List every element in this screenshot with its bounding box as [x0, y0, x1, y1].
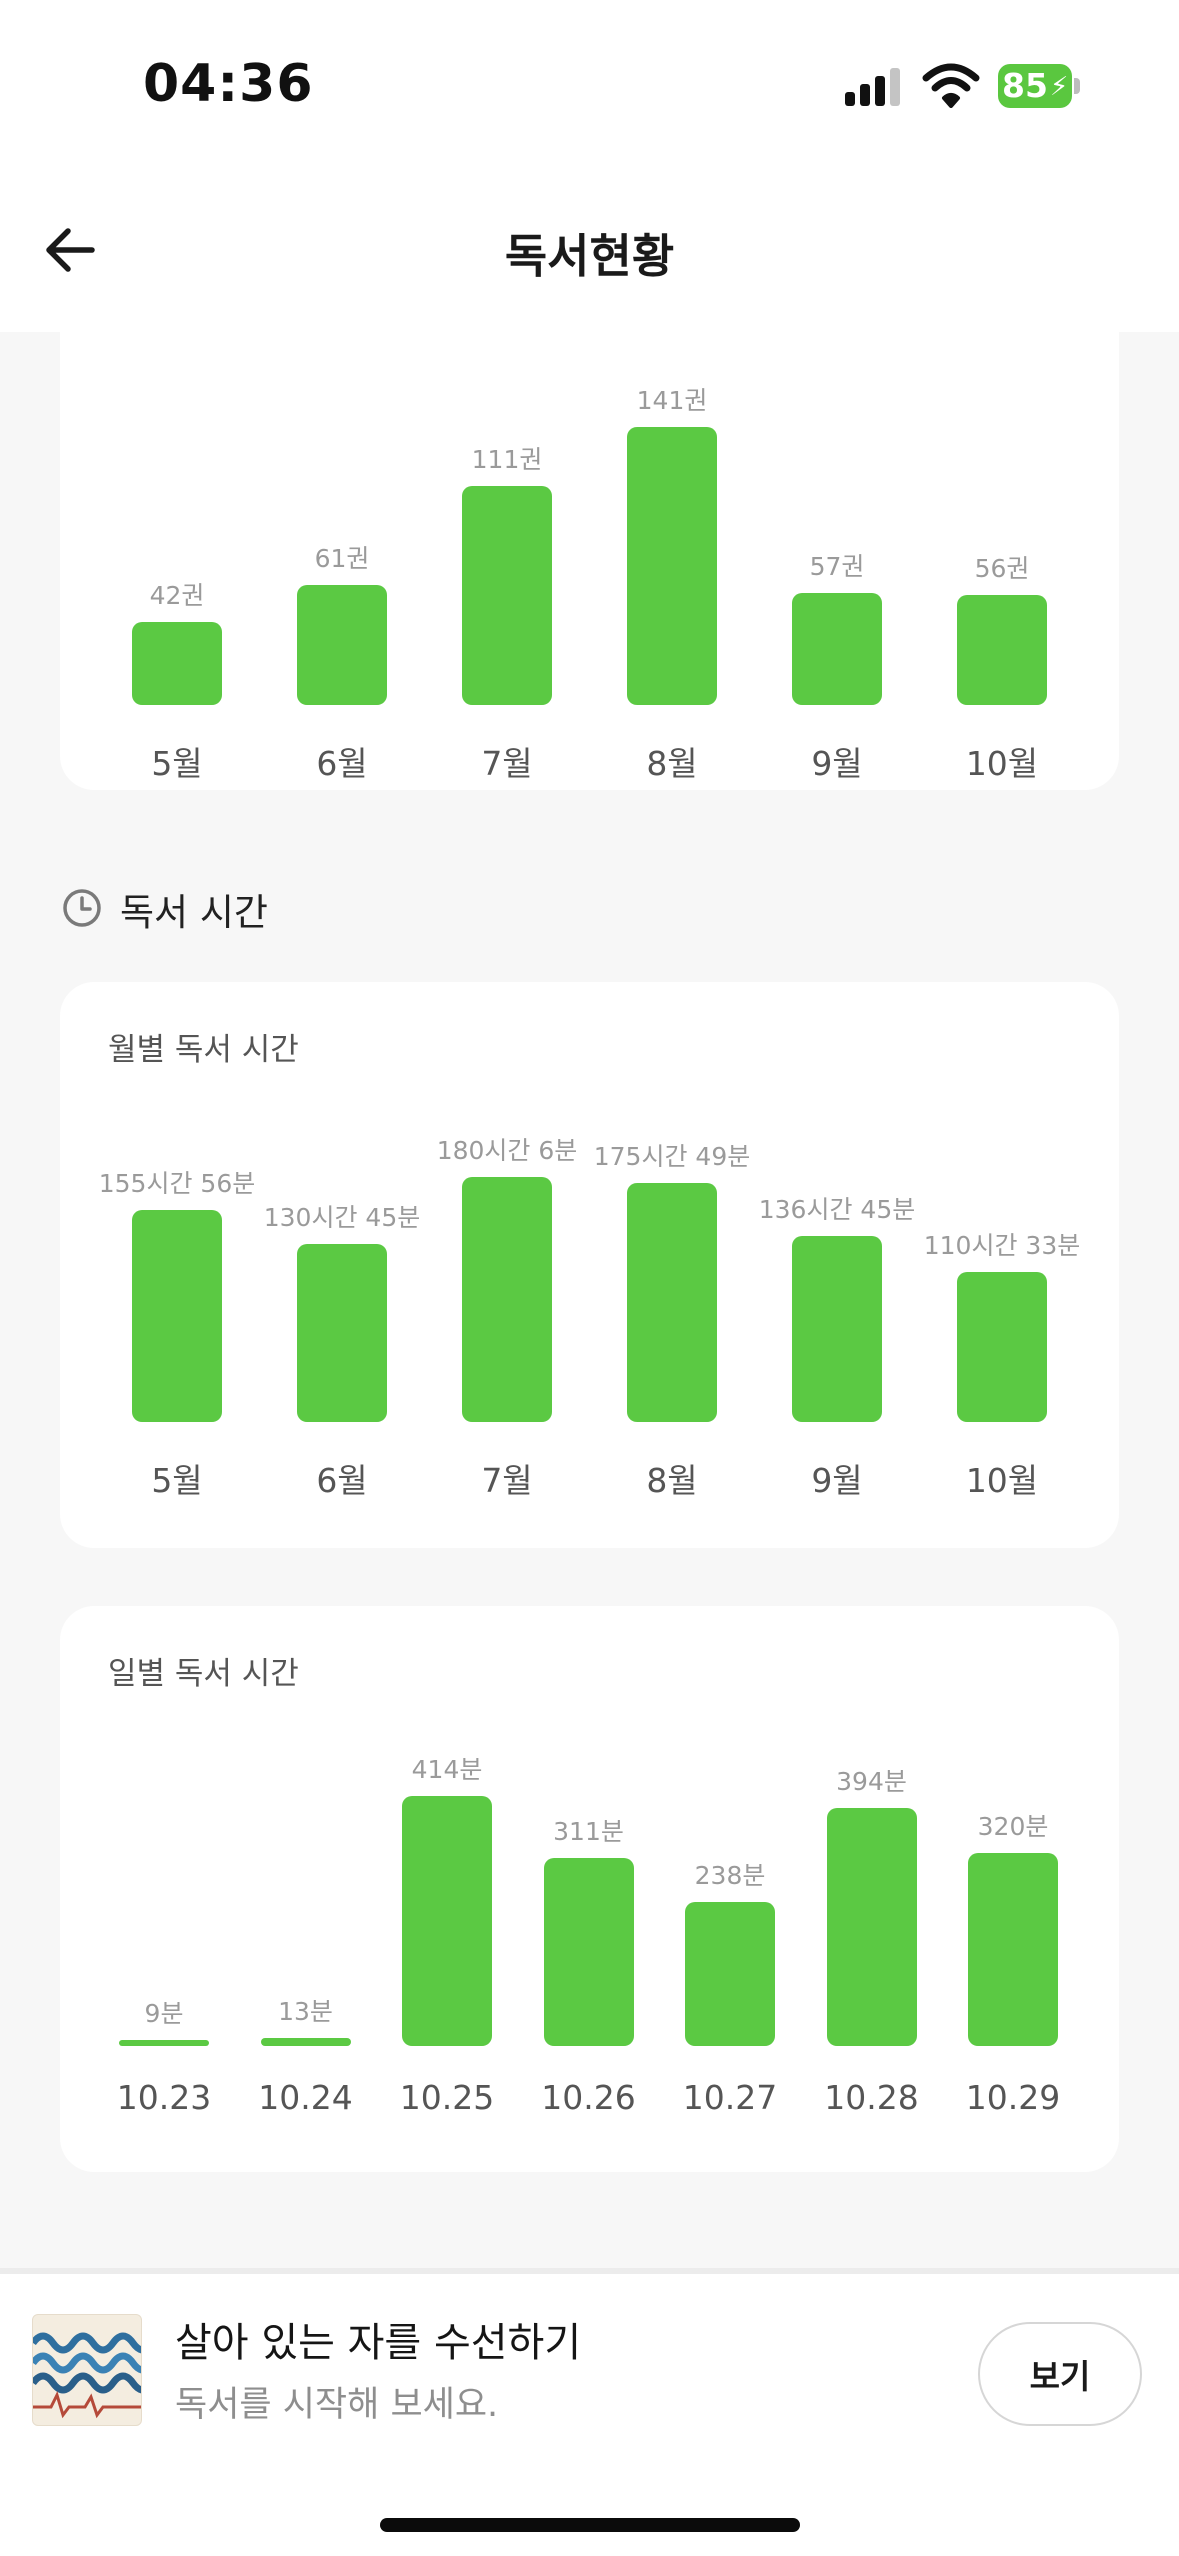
section-title: 독서 시간 — [120, 891, 268, 934]
bar-value-label: 180시간 6분 — [436, 1136, 578, 1165]
bar-value-label: 130시간 45분 — [263, 1203, 421, 1233]
x-axis-label: 10.25 — [399, 2078, 495, 2117]
wifi-icon — [922, 63, 980, 108]
page-title: 독서현황 — [504, 229, 675, 283]
charging-bolt-icon: ⚡ — [1050, 72, 1069, 102]
battery-level: 85 — [1002, 66, 1048, 105]
clock-icon — [63, 889, 101, 927]
book-title: 살아 있는 자를 수선하기 — [175, 2320, 582, 2366]
chart-bar — [132, 622, 222, 705]
bar-value-label: 394분 — [836, 1767, 907, 1797]
chart-bar — [627, 427, 717, 705]
chart-bar — [119, 2040, 209, 2046]
x-axis-label: 8월 — [646, 744, 698, 783]
x-axis-label: 10.24 — [258, 2078, 353, 2117]
x-axis-label: 10.26 — [541, 2078, 636, 2117]
bar-value-label: 141권 — [636, 386, 708, 415]
status-time: 04:36 — [143, 54, 314, 114]
x-axis-label: 10.28 — [824, 2078, 919, 2117]
book-subtitle: 독서를 시작해 보세요. — [175, 2385, 499, 2425]
back-arrow-icon[interactable] — [40, 220, 100, 280]
x-axis-label: 10월 — [965, 744, 1039, 783]
x-axis-label: 10월 — [965, 1461, 1039, 1500]
cellular-signal-icon — [845, 68, 901, 106]
chart-bar — [627, 1182, 717, 1422]
chart-bar — [297, 1244, 387, 1422]
x-axis-label: 6월 — [316, 744, 368, 783]
bar-value-label: 9분 — [144, 1999, 184, 2028]
bar-value-label: 155시간 56분 — [98, 1168, 256, 1198]
bar-value-label: 111권 — [471, 445, 543, 475]
card-title: 일별 독서 시간 — [108, 1656, 299, 1692]
x-axis-label: 7월 — [481, 744, 533, 783]
view-button[interactable]: 보기 — [978, 2322, 1142, 2426]
chart-bar — [685, 1902, 775, 2046]
chart-bar — [132, 1209, 222, 1422]
x-axis-label: 10.23 — [116, 2078, 212, 2117]
battery-icon: 85 ⚡ — [998, 64, 1080, 108]
status-bar: 04:36 85 ⚡ — [0, 0, 1179, 150]
x-axis-label: 6월 — [316, 1461, 368, 1500]
x-axis-label: 5월 — [151, 744, 203, 783]
book-cover-image[interactable] — [32, 2314, 142, 2426]
home-indicator[interactable] — [380, 2518, 800, 2532]
monthly-books-card: 42권 5월 61권 6월 111권 7월 141권 8월 57권 9월 56권 10월 — [60, 332, 1119, 790]
x-axis-label: 8월 — [646, 1461, 698, 1500]
bar-value-label: 42권 — [149, 581, 205, 611]
chart-bar — [968, 1852, 1058, 2046]
x-axis-label: 9월 — [811, 1461, 863, 1500]
content-area[interactable]: 42권 5월 61권 6월 111권 7월 141권 8월 57권 9월 56권 10월 독서 시간 … — [0, 332, 1179, 2268]
x-axis-label: 9월 — [811, 744, 863, 783]
bar-value-label: 311분 — [553, 1817, 624, 1847]
chart-bar — [462, 486, 552, 705]
bar-value-label: 238분 — [694, 1861, 766, 1891]
wave-illustration-icon — [33, 2332, 141, 2419]
card-title: 월별 독서 시간 — [108, 1032, 299, 1068]
bar-value-label: 320분 — [977, 1811, 1049, 1841]
bar-value-label: 136시간 45분 — [758, 1194, 916, 1224]
daily-reading-time-card: 일별 독서 시간 9분 10.23 13분 10.24 414분 10.25 311분 10.… — [60, 1606, 1119, 2172]
chart-bar — [792, 1235, 882, 1422]
chart-bar — [462, 1177, 552, 1422]
bar-value-label: 57권 — [809, 551, 865, 581]
chart-bar — [957, 1271, 1047, 1422]
chart-bar — [297, 584, 387, 705]
x-axis-label: 5월 — [151, 1461, 203, 1500]
bar-value-label: 175시간 49분 — [593, 1141, 751, 1171]
bar-value-label: 13분 — [278, 1997, 333, 2027]
chart-bar — [402, 1796, 492, 2046]
chart-bar — [957, 594, 1047, 705]
x-axis-label: 7월 — [481, 1461, 533, 1500]
bar-value-label: 110시간 33분 — [923, 1230, 1081, 1260]
bar-value-label: 414분 — [411, 1755, 483, 1784]
top-navigation-bar: 독서현황 — [0, 150, 1179, 332]
current-book-banner[interactable]: 살아 있는 자를 수선하기 독서를 시작해 보세요. 보기 — [0, 2268, 1179, 2556]
x-axis-label: 10.29 — [965, 2078, 1061, 2117]
chart-bar — [792, 592, 882, 705]
x-axis-label: 10.27 — [682, 2078, 778, 2117]
monthly-reading-time-card: 월별 독서 시간 155시간 56분 5월 130시간 45분 6월 180시간 6분 7… — [60, 982, 1119, 1548]
chart-bar — [543, 1858, 634, 2046]
bar-value-label: 56권 — [974, 553, 1030, 583]
chart-bar — [260, 2038, 351, 2046]
chart-bar — [826, 1808, 917, 2046]
bar-value-label: 61권 — [314, 543, 370, 573]
